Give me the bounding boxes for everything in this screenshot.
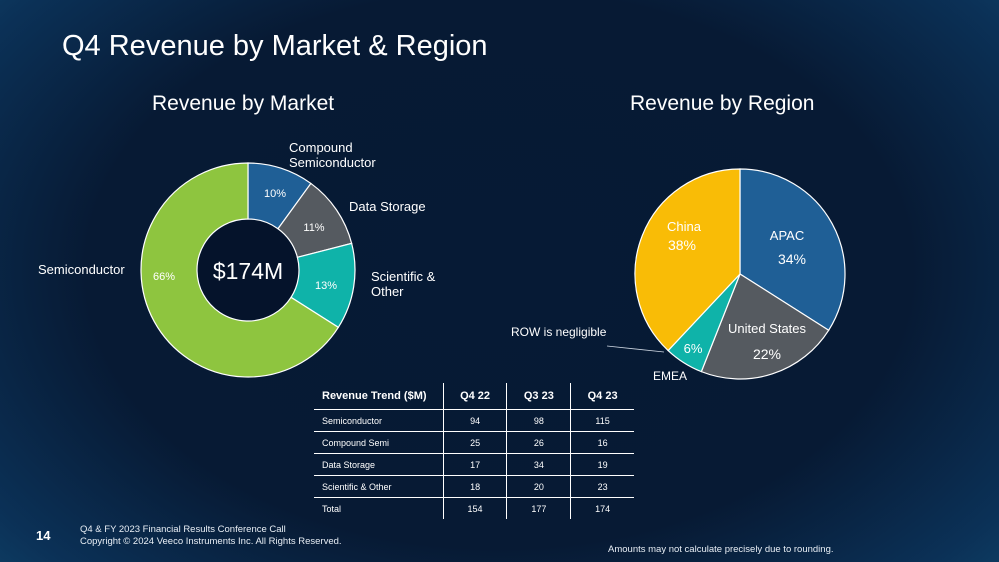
- table-cell-value: 154: [442, 497, 507, 519]
- row-annotation-leader: [606, 345, 665, 353]
- donut-hole: [198, 220, 298, 320]
- table-header-period: Q4 22: [442, 383, 507, 410]
- table-cell-value: 94: [442, 409, 507, 432]
- region-chart-title: Revenue by Region: [630, 92, 815, 115]
- donut-category-label-semiconductor: Semiconductor: [38, 262, 125, 277]
- donut-value-label-semiconductor: 66%: [153, 271, 175, 283]
- table-cell-value: 34: [506, 453, 571, 476]
- revenue-trend-table: Revenue Trend ($M) Q4 22 Q3 23 Q4 23 Semico…: [314, 383, 634, 519]
- table-cell-value: 26: [506, 431, 571, 454]
- pie-category-label-united-states: United States: [728, 321, 807, 336]
- donut-slice-semiconductor: [140, 162, 340, 378]
- footer-line-1: Q4 & FY 2023 Financial Results Conferenc…: [80, 524, 286, 535]
- table-cell-value: 17: [442, 453, 507, 476]
- table-cell-value: 16: [570, 431, 634, 454]
- table-row-label: Scientific & Other: [314, 475, 444, 498]
- pie-category-label-apac: APAC: [770, 228, 804, 243]
- table-header-metric: Revenue Trend ($M): [314, 383, 444, 410]
- row-negligible-annotation: ROW is negligible: [511, 325, 607, 339]
- donut-value-label-data-storage: 11%: [303, 222, 324, 234]
- table-header-period: Q3 23: [506, 383, 571, 410]
- table-cell-value: 115: [570, 409, 634, 432]
- table-header-row: Revenue Trend ($M) Q4 22 Q3 23 Q4 23: [314, 383, 634, 410]
- table-cell-value: 25: [442, 431, 507, 454]
- table-cell-value: 23: [570, 475, 634, 498]
- table-row: Compound Semi 25 26 16: [314, 431, 634, 454]
- table-cell-value: 98: [506, 409, 571, 432]
- table-row-label: Semiconductor: [314, 409, 444, 432]
- pie-slice-apac: [739, 168, 846, 332]
- donut-category-label-data-storage: Data Storage: [349, 199, 426, 214]
- table-row: Total 154 177 174: [314, 497, 634, 519]
- pie-slice-united-states: [700, 273, 830, 380]
- table-cell-value: 18: [442, 475, 507, 498]
- table-row-label: Data Storage: [314, 453, 444, 476]
- rounding-disclaimer: Amounts may not calculate precisely due …: [608, 544, 834, 555]
- table-cell-value: 20: [506, 475, 571, 498]
- table-header-period: Q4 23: [570, 383, 634, 410]
- table-row: Data Storage 17 34 19: [314, 453, 634, 476]
- footer-text: Q4 & FY 2023 Financial Results Conferenc…: [80, 524, 342, 548]
- pie-value-label-united-states: 22%: [753, 346, 781, 362]
- pie-value-label-china: 38%: [668, 237, 696, 253]
- donut-value-label-compound-semiconductor: 10%: [264, 188, 286, 200]
- donut-center-total: $174M: [213, 258, 283, 284]
- donut-category-label-compound-semiconductor: Compound Semiconductor: [289, 140, 376, 170]
- pie-category-label-china: China: [667, 219, 702, 234]
- footer-line-2: Copyright © 2024 Veeco Instruments Inc. …: [80, 536, 342, 547]
- donut-value-label-scientific-and-other: 13%: [315, 280, 337, 292]
- pie-value-label-apac: 34%: [778, 251, 806, 267]
- table-row-label: Compound Semi: [314, 431, 444, 454]
- pie-value-label-emea: 6%: [684, 341, 703, 356]
- pie-slice-china: [634, 168, 741, 352]
- table-row: Semiconductor 94 98 115: [314, 409, 634, 432]
- table-cell-value: 174: [570, 497, 634, 519]
- table-row-label: Total: [322, 503, 342, 514]
- pie-category-label-emea: EMEA: [653, 369, 687, 383]
- table-row: Scientific & Other 18 20 23: [314, 475, 634, 498]
- market-chart-title: Revenue by Market: [152, 92, 335, 115]
- table-cell-value: 177: [506, 497, 571, 519]
- slide-title: Q4 Revenue by Market & Region: [62, 30, 488, 62]
- donut-category-label-scientific-and-other: Scientific & Other: [371, 269, 436, 299]
- page-number: 14: [36, 528, 51, 543]
- table-cell-value: 19: [570, 453, 634, 476]
